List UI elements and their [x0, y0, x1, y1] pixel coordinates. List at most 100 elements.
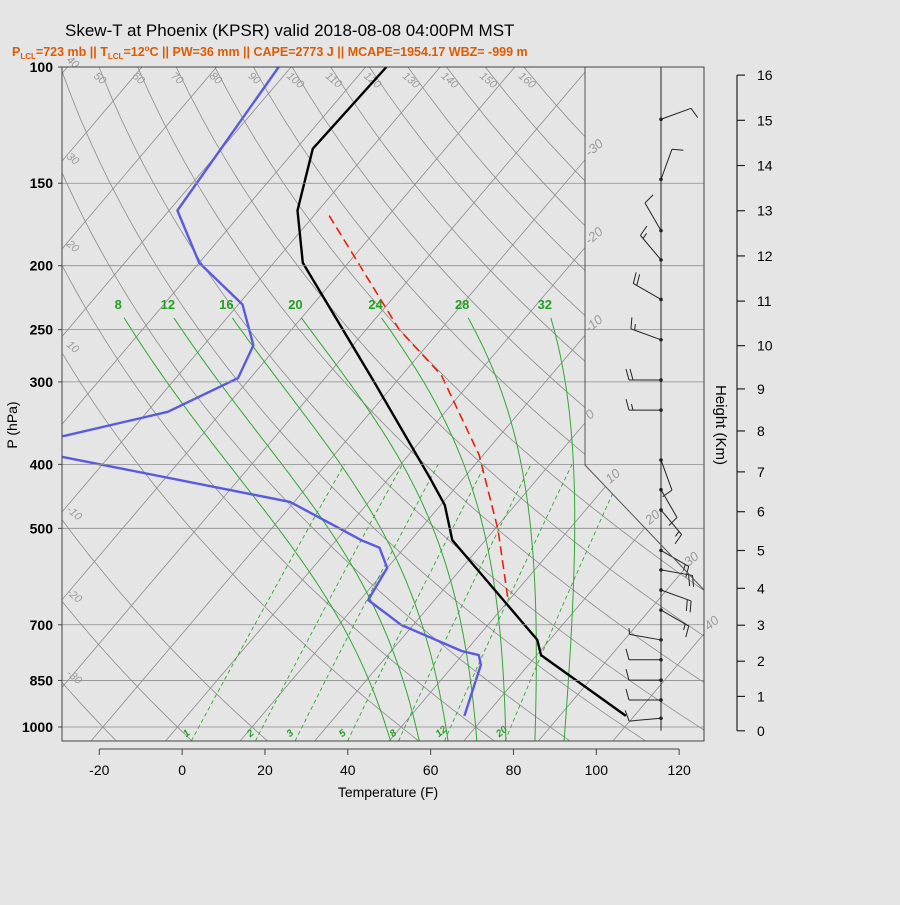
barb-half	[632, 404, 634, 410]
x-tick-label: 120	[667, 762, 691, 778]
wind-barb	[645, 195, 663, 233]
dry-adiabat-label: 110	[323, 70, 345, 91]
barb-full	[631, 317, 632, 328]
mixing-ratio-label: 20	[493, 724, 510, 741]
barb-shaft	[645, 203, 661, 231]
mixing-ratio-line	[505, 464, 626, 741]
barb-full	[626, 369, 629, 380]
y2-tick-label: 1	[757, 688, 765, 704]
y2-tick-label: 14	[757, 158, 773, 174]
y-tick-label: 250	[30, 322, 54, 338]
moist-adiabat-label: 28	[455, 297, 469, 312]
y2-tick-label: 12	[757, 248, 773, 264]
mixing-ratio-line	[295, 464, 438, 741]
chart-title: Skew-T at Phoenix (KPSR) valid 2018-08-0…	[65, 21, 514, 40]
isotherm	[315, 67, 888, 741]
y-tick-label: 300	[30, 374, 54, 390]
y2-tick-label: 10	[757, 338, 773, 354]
dry-adiabat-label: 90	[246, 70, 264, 88]
barb-full	[689, 575, 690, 586]
subtitle-part: P	[12, 45, 20, 59]
x-tick-label: -20	[89, 762, 109, 778]
profile-line	[298, 67, 626, 716]
y-tick-label: 700	[30, 617, 54, 633]
moist-adiabat-label: 12	[161, 297, 175, 312]
dry-adiabat	[408, 67, 900, 741]
barb-full	[686, 626, 689, 637]
y2-tick-label: 0	[757, 723, 765, 739]
dry-adiabat-label: -10	[64, 504, 85, 524]
dry-adiabat-label: 20	[63, 237, 82, 255]
wind-barb	[659, 508, 681, 544]
y2-tick-label: 5	[757, 542, 765, 558]
dry-adiabat-label: 80	[207, 70, 225, 88]
y2-tick-label: 2	[757, 653, 765, 669]
plot-frame	[62, 67, 704, 741]
barb-full	[672, 149, 683, 150]
barb-shaft	[629, 718, 661, 721]
dry-adiabat	[0, 67, 419, 741]
dry-adiabat	[138, 67, 797, 741]
wind-barb	[626, 669, 663, 682]
isotherm-label: -30	[582, 135, 607, 159]
y2-tick-label: 8	[757, 423, 765, 439]
mixing-ratio-line	[399, 464, 532, 741]
barb-full	[630, 369, 633, 380]
dry-adiabat-label: 130	[400, 70, 422, 92]
dry-adiabat	[485, 67, 900, 741]
dry-adiabat-label: 30	[64, 151, 82, 169]
barb-shaft	[661, 510, 682, 535]
mixing-ratio-label: 3	[285, 728, 297, 740]
dry-adiabat-label: 160	[516, 70, 538, 92]
y2-tick-label: 11	[757, 293, 772, 309]
y-tick-label: 150	[30, 175, 54, 191]
y-axis-label: P (hPa)	[4, 401, 20, 448]
barb-half	[675, 531, 679, 536]
barb-shaft	[661, 590, 691, 601]
isotherm-label: 10	[602, 465, 623, 486]
barb-shaft	[661, 108, 691, 119]
profile-line	[327, 212, 508, 597]
isotherm	[0, 67, 142, 741]
barb-full	[626, 689, 629, 700]
profiles	[0, 67, 626, 716]
y-tick-label: 500	[30, 520, 54, 536]
moist-adiabat-label: 32	[538, 297, 552, 312]
y2-tick-label: 16	[757, 67, 773, 83]
y2-tick-label: 13	[757, 203, 773, 219]
y2-tick-label: 15	[757, 112, 773, 128]
wind-barb	[629, 628, 663, 642]
barb-shaft	[633, 283, 661, 299]
barb-full	[691, 108, 698, 117]
dry-adiabat	[447, 67, 900, 741]
barb-full	[626, 649, 629, 660]
barb-shaft	[640, 235, 661, 260]
moist-adiabat-label: 16	[219, 297, 233, 312]
dry-adiabat-label: -30	[64, 668, 85, 688]
mixing-ratio-line	[191, 464, 344, 741]
y2-tick-label: 6	[757, 504, 765, 520]
wind-barbs	[625, 67, 697, 731]
barb-half	[643, 233, 647, 238]
y2-tick-label: 9	[757, 381, 765, 397]
dry-adiabat-label: 70	[168, 70, 186, 88]
subtitle-part: =12	[123, 45, 144, 59]
barb-full	[637, 274, 640, 285]
barb-full	[686, 600, 687, 611]
barb-full	[645, 195, 653, 203]
y-tick-label: 400	[30, 456, 54, 472]
isotherm	[0, 67, 440, 741]
barb-shaft	[629, 634, 661, 640]
x-tick-label: 20	[257, 762, 273, 778]
dry-adiabat	[99, 67, 721, 741]
subtitle-part: C || PW=36 mm || CAPE=2773 J || MCAPE=19…	[150, 45, 528, 59]
dry-adiabat	[292, 67, 900, 741]
barb-shaft	[661, 149, 672, 179]
dry-adiabat	[369, 67, 900, 741]
subtitle-part: LCL	[108, 52, 124, 61]
wind-barb	[659, 149, 683, 181]
y-tick-label: 1000	[22, 719, 53, 735]
moist-adiabat-label: 8	[115, 297, 122, 312]
wind-barb	[659, 108, 697, 121]
